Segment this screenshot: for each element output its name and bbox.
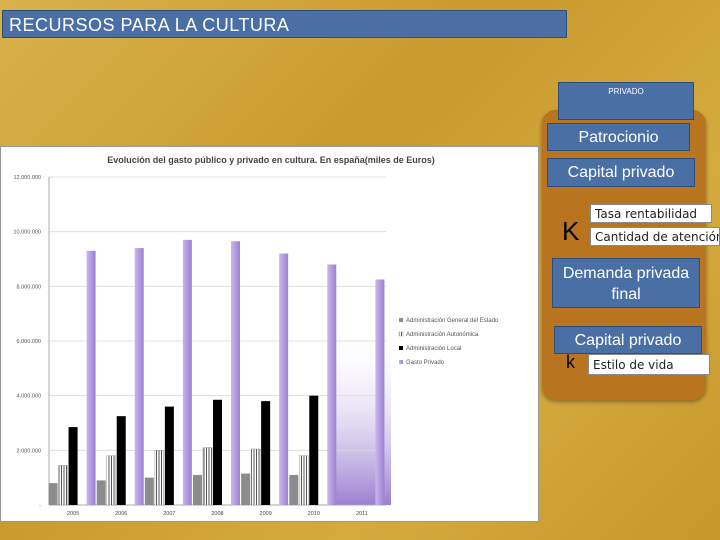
capital-privado-box: Capital privado bbox=[547, 158, 695, 187]
x-tick-label: 2011 bbox=[356, 511, 368, 517]
bar-administraci-n-auton-mica bbox=[250, 448, 261, 506]
bar-gasto-privado bbox=[86, 250, 96, 505]
bar-gasto-privado bbox=[327, 264, 337, 505]
bar-administraci-n-general-del-estado bbox=[241, 473, 251, 505]
legend-label: Administración General del Estado bbox=[406, 318, 499, 324]
bar-administraci-n-local bbox=[116, 416, 126, 505]
x-tick-label: 2005 bbox=[67, 511, 79, 517]
legend-swatch bbox=[399, 318, 403, 322]
bar-gasto-privado bbox=[182, 239, 192, 505]
x-tick-label: 2006 bbox=[115, 511, 127, 517]
bar-administraci-n-general-del-estado bbox=[289, 474, 299, 505]
bar-administraci-n-local bbox=[213, 399, 222, 505]
bar-gasto-privado bbox=[134, 248, 144, 506]
bar-administraci-n-auton-mica bbox=[202, 447, 213, 506]
legend-label: Gasto Privado bbox=[406, 360, 445, 366]
x-tick-label: 2009 bbox=[260, 511, 272, 517]
bar-administraci-n-general-del-estado bbox=[96, 480, 106, 505]
tasa-rentabilidad-box: Tasa rentabilidad bbox=[590, 204, 712, 223]
y-tick-label: - bbox=[39, 503, 41, 509]
demanda-box: Demanda privada final bbox=[552, 258, 700, 308]
bar-administraci-n-auton-mica bbox=[106, 455, 116, 506]
y-tick-label: 8.000.000 bbox=[17, 284, 41, 290]
y-tick-label: 12.000.000 bbox=[13, 175, 41, 181]
x-tick-label: 2008 bbox=[211, 511, 223, 517]
bar-administraci-n-local bbox=[68, 427, 78, 505]
y-tick-label: 4.000.000 bbox=[17, 394, 41, 400]
bar-administraci-n-auton-mica bbox=[58, 465, 68, 506]
privado-box: PRIVADO bbox=[558, 82, 694, 120]
k-lower-label: k bbox=[566, 352, 575, 372]
bar-administraci-n-general-del-estado bbox=[144, 477, 154, 505]
capital-privado-2-box: Capital privado bbox=[554, 326, 702, 354]
legend-swatch bbox=[399, 346, 403, 350]
bar-chart: Evolución del gasto público y privado en… bbox=[13, 155, 499, 517]
patrocinio-box: Patrocionio bbox=[547, 123, 690, 151]
y-tick-label: 2.000.000 bbox=[17, 448, 41, 454]
bar-administraci-n-auton-mica bbox=[299, 455, 309, 506]
bar-administraci-n-general-del-estado bbox=[193, 474, 202, 505]
bar-administraci-n-local bbox=[164, 406, 174, 505]
y-tick-label: 10.000.000 bbox=[13, 230, 41, 236]
bar-gasto-privado bbox=[231, 241, 240, 505]
estilo-vida-box: Estilo de vida bbox=[588, 354, 710, 375]
chart-title: Evolución del gasto público y privado en… bbox=[107, 155, 435, 165]
slide-title: RECURSOS PARA LA CULTURA bbox=[2, 10, 567, 38]
y-tick-label: 6.000.000 bbox=[17, 339, 41, 345]
bar-gasto-privado bbox=[279, 253, 289, 505]
x-tick-label: 2010 bbox=[308, 511, 320, 517]
bar-gasto-privado bbox=[375, 279, 385, 505]
legend-swatch bbox=[399, 360, 403, 364]
chart-container: Evolución del gasto público y privado en… bbox=[0, 146, 539, 522]
k-upper-label: K bbox=[562, 216, 580, 246]
legend-swatch bbox=[398, 331, 404, 337]
legend-label: Administración Autonómica bbox=[406, 332, 479, 338]
bar-administraci-n-general-del-estado bbox=[48, 483, 58, 505]
x-tick-label: 2007 bbox=[163, 511, 175, 517]
cantidad-atencion-box: Cantidad de atención bbox=[590, 227, 720, 246]
legend-label: Administración Local bbox=[406, 346, 461, 352]
bar-administraci-n-local bbox=[261, 401, 271, 505]
bar-administraci-n-auton-mica bbox=[154, 450, 165, 506]
bar-administraci-n-local bbox=[309, 395, 319, 505]
